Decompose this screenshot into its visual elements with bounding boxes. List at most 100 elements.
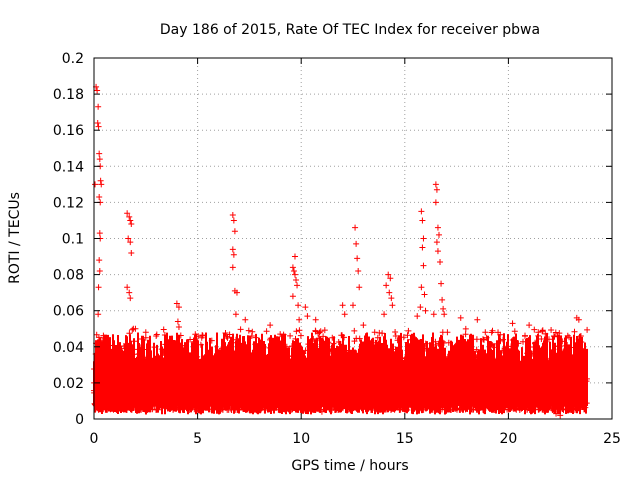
data-point [96, 193, 103, 200]
data-point [124, 284, 131, 291]
data-point [386, 289, 393, 296]
data-point [229, 212, 236, 219]
data-point [385, 271, 392, 278]
data-point [550, 332, 557, 339]
data-point [389, 302, 396, 309]
data-point [430, 311, 437, 318]
data-point [419, 244, 426, 251]
x-tick-label: 10 [292, 431, 310, 447]
y-tick-label: 0.12 [53, 195, 84, 211]
data-point [128, 249, 135, 256]
data-point [355, 267, 362, 274]
data-point [96, 156, 103, 163]
data-point [422, 307, 429, 314]
data-point [302, 304, 309, 311]
data-point [295, 302, 302, 309]
y-tick-label: 0.08 [53, 268, 84, 284]
data-point [440, 305, 447, 312]
data-point [95, 103, 102, 110]
data-point [432, 181, 439, 188]
data-point [432, 199, 439, 206]
data-point [127, 239, 134, 246]
data-point [381, 311, 388, 318]
data-point [219, 405, 226, 412]
data-point [101, 334, 108, 341]
data-point [175, 304, 182, 311]
data-point [153, 332, 160, 339]
data-point [433, 239, 440, 246]
data-point [96, 150, 103, 157]
data-point [229, 264, 236, 271]
data-point [304, 313, 311, 320]
data-point [372, 406, 379, 413]
data-point [418, 208, 425, 215]
data-point [360, 322, 367, 329]
data-point [229, 246, 236, 253]
y-tick-label: 0.14 [53, 159, 84, 175]
y-tick-label: 0.1 [62, 232, 84, 248]
data-point [95, 284, 102, 291]
chart-title: Day 186 of 2015, Rate Of TEC Index for r… [160, 22, 540, 38]
data-point [231, 228, 238, 235]
data-point [126, 213, 133, 220]
x-tick-label: 0 [90, 431, 99, 447]
data-point [435, 231, 442, 238]
x-tick-label: 20 [499, 431, 517, 447]
data-point [339, 302, 346, 309]
data-point [127, 217, 134, 224]
data-point [294, 282, 301, 289]
data-point [96, 257, 103, 264]
data-point [124, 210, 131, 217]
data-point [232, 311, 239, 318]
data-point [354, 255, 361, 262]
data-point [383, 282, 390, 289]
data-point [174, 318, 181, 325]
data-point [312, 316, 319, 323]
data-point [441, 311, 448, 318]
data-point [433, 186, 440, 193]
data-point [526, 322, 533, 329]
data-point [387, 275, 394, 282]
data-point [318, 408, 325, 415]
x-tick-label: 15 [396, 431, 414, 447]
data-point [350, 302, 356, 309]
data-point [126, 289, 133, 296]
x-tick-label: 5 [193, 431, 202, 447]
data-point [291, 253, 298, 260]
data-point [419, 217, 426, 224]
data-point [457, 314, 464, 321]
data-point [575, 316, 582, 323]
data-point [474, 316, 481, 323]
data-point [420, 235, 427, 242]
tick-labels: 0 5 10 15 20 25 0 0.02 0.04 0.06 0.08 0.1 0.12 0.14 0.… [53, 51, 621, 447]
data-point [509, 320, 516, 327]
y-tick-label: 0.18 [53, 87, 84, 103]
y-tick-label: 0.02 [53, 376, 84, 392]
data-point [353, 240, 360, 247]
data-point [132, 325, 139, 332]
data-point [175, 323, 182, 330]
data-point [128, 221, 135, 228]
data-point [198, 334, 205, 341]
data-point [414, 313, 421, 320]
data-point [94, 119, 101, 126]
data-point [267, 322, 274, 329]
data-point [293, 277, 300, 284]
data-point [96, 267, 103, 274]
y-tick-label: 0.04 [53, 340, 84, 356]
x-tick-label: 25 [603, 431, 621, 447]
data-point [421, 291, 428, 298]
data-point [434, 224, 441, 231]
data-point [559, 338, 566, 345]
data-point [289, 264, 296, 271]
data-point [577, 332, 584, 339]
data-point [553, 410, 560, 417]
data-points [92, 83, 584, 419]
data-point [388, 295, 395, 302]
data-point [173, 300, 180, 307]
y-axis-label: ROTI / TECUs [7, 192, 23, 284]
data-point [420, 262, 427, 269]
x-axis-label: GPS time / hours [291, 458, 408, 474]
data-point [230, 251, 237, 258]
y-tick-label: 0.16 [53, 123, 84, 139]
